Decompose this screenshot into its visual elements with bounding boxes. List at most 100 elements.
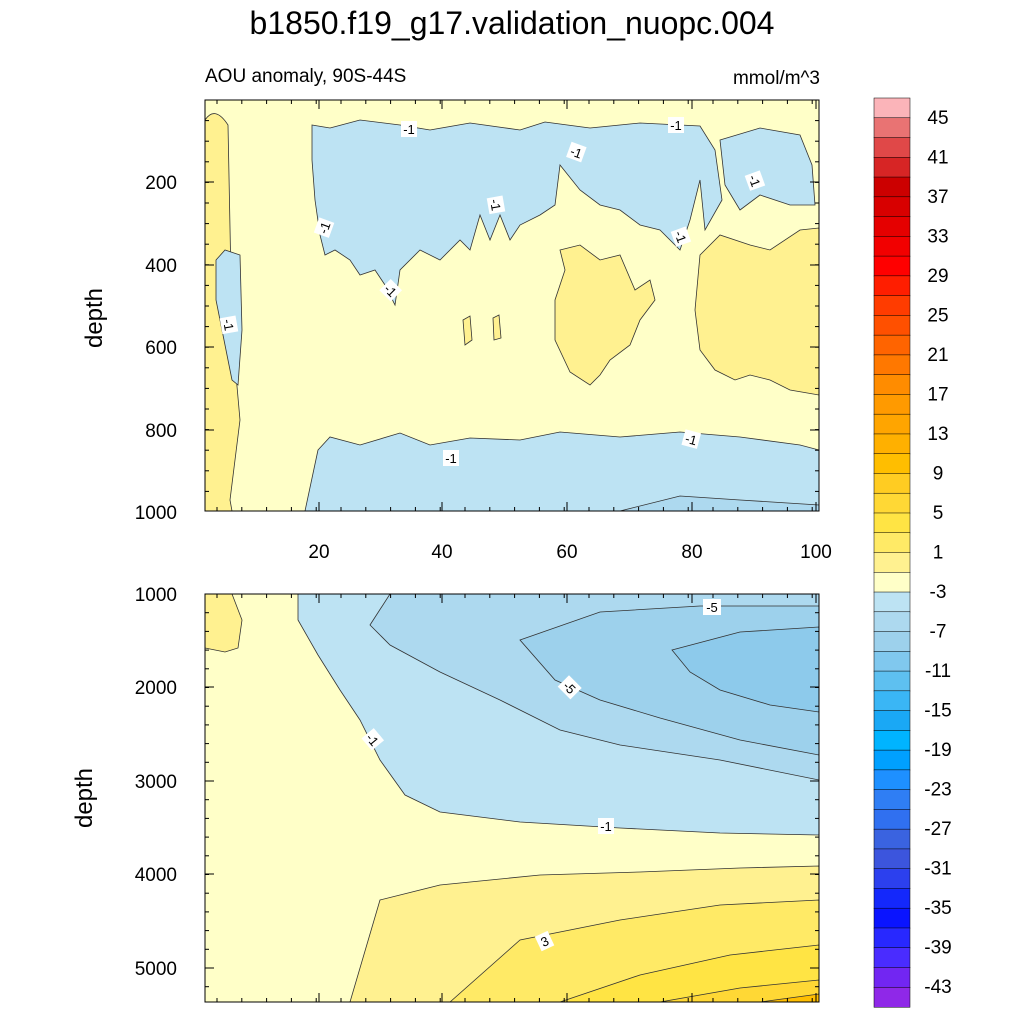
x-tick: 80 <box>681 542 702 563</box>
lower-axis-ticks <box>205 593 819 1002</box>
units-label: mmol/m^3 <box>733 68 820 89</box>
lower-y-tick: 4000 <box>135 865 177 886</box>
colorbar-swatch <box>873 967 911 988</box>
colorbar-swatch <box>873 176 911 198</box>
colorbar-label: -3 <box>930 582 947 603</box>
colorbar-label: 45 <box>927 108 948 129</box>
colorbar-swatch <box>873 97 911 119</box>
colorbar-label: -11 <box>925 661 951 682</box>
colorbar-swatch <box>873 986 911 1008</box>
colorbar-swatch <box>873 927 911 949</box>
colorbar-label: 17 <box>927 384 948 405</box>
x-tick: 40 <box>431 542 452 563</box>
colorbar-swatch <box>873 690 911 712</box>
colorbar-swatch <box>873 888 911 909</box>
colorbar-swatch <box>873 611 911 633</box>
colorbar-swatch <box>873 631 911 652</box>
colorbar-swatch <box>873 354 911 376</box>
colorbar-swatch <box>873 907 911 929</box>
lower-y-tick: 1000 <box>135 585 177 606</box>
colorbar-swatch <box>873 117 911 139</box>
colorbar-swatch <box>873 216 911 237</box>
colorbar-swatch <box>873 137 911 158</box>
colorbar-swatch <box>873 651 911 672</box>
colorbar-label: -23 <box>924 780 951 801</box>
colorbar-swatch <box>873 828 911 850</box>
panel-subtitle: AOU anomaly, 90S-44S <box>205 66 406 87</box>
colorbar-swatch <box>873 591 911 613</box>
colorbar-label: -39 <box>924 938 951 959</box>
contour-fill-small-blob-1 <box>462 315 473 346</box>
colorbar-swatch <box>873 730 911 751</box>
colorbar-swatch <box>873 275 911 297</box>
upper-panel: -1 -1 -1 -1 -1 -1 -1 -1 -1 -1 -1 depth 2… <box>81 99 832 563</box>
colorbar-swatch <box>873 413 911 435</box>
colorbar-swatch <box>873 374 911 395</box>
colorbar-label: 13 <box>927 424 948 445</box>
upper-axis-ticks <box>205 99 819 512</box>
colorbar-swatch <box>873 453 911 475</box>
colorbar-label: -19 <box>924 740 951 761</box>
colorbar-label: 41 <box>927 147 948 168</box>
contour-label: -5 <box>706 600 718 615</box>
colorbar-label: 5 <box>933 503 944 524</box>
contour-label: -1 <box>487 198 504 212</box>
contour-label: -1 <box>403 122 415 137</box>
upper-y-tick: 600 <box>145 338 177 359</box>
contour-fill-upper-right-patch <box>719 127 816 211</box>
colorbar-label: 1 <box>933 543 944 564</box>
colorbar-swatch <box>873 749 911 771</box>
colorbar-label: 25 <box>927 305 948 326</box>
colorbar-swatch <box>873 334 911 356</box>
contour-fill-lower-blue-4 <box>671 626 819 713</box>
x-tick: 20 <box>308 542 329 563</box>
upper-y-tick: 800 <box>145 421 177 442</box>
colorbar-label: 29 <box>927 266 948 287</box>
lower-y-tick: 5000 <box>135 959 177 980</box>
colorbar-swatch <box>873 512 911 534</box>
colorbar <box>873 97 911 1008</box>
colorbar-swatch <box>873 473 911 494</box>
colorbar-swatch <box>873 433 911 455</box>
contour-label: -1 <box>745 173 763 189</box>
upper-y-tick: 200 <box>145 173 177 194</box>
contour-fill-bottom-band <box>304 431 819 511</box>
contour-fill-lower-yellow-4 <box>659 979 819 1002</box>
colorbar-swatch <box>873 492 911 514</box>
contour-label: -1 <box>445 451 457 466</box>
contour-label: -1 <box>671 229 689 245</box>
colorbar-label: -7 <box>930 622 947 643</box>
contour-label: -1 <box>670 118 682 133</box>
lower-y-axis-title: depth <box>71 768 98 828</box>
colorbar-swatch <box>873 809 911 830</box>
contour-fill-upper-cloud <box>311 119 723 307</box>
colorbar-swatch <box>873 295 911 316</box>
colorbar-label: -35 <box>924 898 951 919</box>
colorbar-label: -15 <box>924 701 951 722</box>
colorbar-label: -27 <box>924 819 951 840</box>
colorbar-swatch <box>873 157 911 178</box>
contour-fill-mid-yellow-patch-2 <box>694 227 819 396</box>
colorbar-label: 21 <box>927 345 948 366</box>
main-title: b1850.f19_g17.validation_nuopc.004 <box>250 5 775 41</box>
colorbar-swatch <box>873 572 911 593</box>
colorbar-swatch <box>873 947 911 969</box>
contour-fill-bottom-band-deep <box>619 495 819 511</box>
colorbar-label: -31 <box>924 859 951 880</box>
contour-fill-lower-yellow-5 <box>759 993 819 1002</box>
colorbar-labels: 45 41 37 33 29 25 21 17 13 9 5 1 -3 -7 -11 -15 -19 -23 -27… <box>924 108 951 998</box>
colorbar-swatch <box>873 848 911 870</box>
contour-fill-lower-top-left <box>205 594 243 653</box>
upper-y-tick: 400 <box>145 256 177 277</box>
lower-plot-frame <box>204 593 820 1003</box>
colorbar-swatch <box>873 769 911 791</box>
contour-label: -1 <box>684 431 699 448</box>
contour-label: -1 <box>316 220 334 236</box>
lower-y-tick: 2000 <box>135 678 177 699</box>
colorbar-swatch <box>873 868 911 889</box>
colorbar-swatch <box>873 196 911 218</box>
contour-label: -1 <box>220 318 237 332</box>
colorbar-swatch <box>873 315 911 336</box>
colorbar-swatch <box>873 552 911 573</box>
